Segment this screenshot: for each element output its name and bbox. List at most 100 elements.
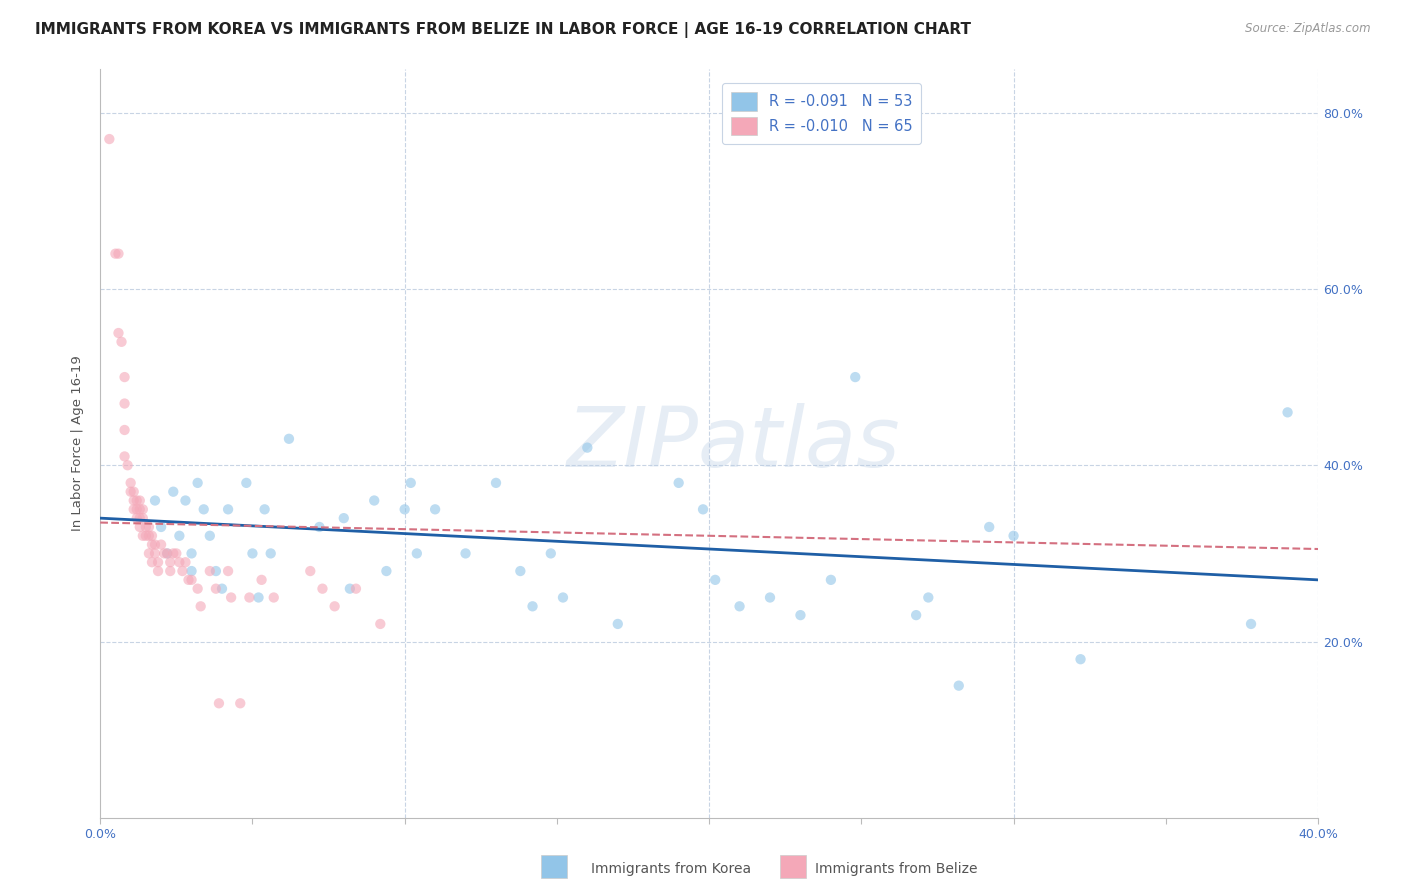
- Point: [114, 396, 136, 410]
- Point: [198, 529, 221, 543]
- Point: [122, 502, 145, 516]
- Point: [454, 546, 477, 560]
- Point: [1002, 529, 1025, 543]
- Point: [205, 582, 228, 596]
- Point: [120, 475, 142, 490]
- Point: [363, 493, 385, 508]
- Point: [1070, 652, 1092, 666]
- Point: [979, 520, 1001, 534]
- Point: [117, 458, 139, 473]
- Point: [423, 502, 446, 516]
- Point: [141, 555, 163, 569]
- Point: [132, 511, 155, 525]
- Point: [169, 555, 191, 569]
- Point: [540, 546, 562, 560]
- Point: [217, 502, 239, 516]
- Point: [114, 423, 136, 437]
- Point: [917, 591, 939, 605]
- Point: [308, 520, 330, 534]
- Point: [162, 546, 184, 560]
- Point: [509, 564, 531, 578]
- Point: [260, 546, 283, 560]
- Point: [180, 573, 202, 587]
- Text: Immigrants from Belize: Immigrants from Belize: [815, 862, 979, 876]
- Point: [150, 538, 173, 552]
- Point: [146, 555, 169, 569]
- Point: [789, 608, 811, 623]
- Point: [551, 591, 574, 605]
- Point: [125, 493, 148, 508]
- Point: [242, 546, 264, 560]
- Point: [728, 599, 751, 614]
- Y-axis label: In Labor Force | Age 16-19: In Labor Force | Age 16-19: [72, 355, 84, 531]
- Point: [375, 564, 398, 578]
- Point: [368, 616, 391, 631]
- Point: [104, 246, 127, 260]
- Point: [174, 555, 197, 569]
- Point: [485, 475, 508, 490]
- Point: [180, 546, 202, 560]
- Point: [394, 502, 416, 516]
- Point: [692, 502, 714, 516]
- Point: [128, 520, 150, 534]
- Point: [169, 529, 191, 543]
- Point: [122, 493, 145, 508]
- Point: [156, 546, 179, 560]
- Point: [844, 370, 866, 384]
- Point: [187, 475, 209, 490]
- Point: [141, 529, 163, 543]
- Point: [180, 564, 202, 578]
- Point: [668, 475, 690, 490]
- Point: [311, 582, 333, 596]
- Point: [159, 555, 181, 569]
- Point: [253, 502, 276, 516]
- Text: Source: ZipAtlas.com: Source: ZipAtlas.com: [1246, 22, 1371, 36]
- Point: [132, 502, 155, 516]
- Point: [339, 582, 361, 596]
- Point: [323, 599, 346, 614]
- Point: [405, 546, 427, 560]
- Point: [820, 573, 842, 587]
- Point: [114, 370, 136, 384]
- Point: [114, 450, 136, 464]
- Point: [522, 599, 544, 614]
- Point: [128, 511, 150, 525]
- Text: ZIPatlas: ZIPatlas: [567, 402, 900, 483]
- Point: [98, 132, 121, 146]
- Point: [143, 546, 166, 560]
- Point: [141, 538, 163, 552]
- Point: [219, 591, 242, 605]
- Point: [576, 441, 599, 455]
- Point: [138, 529, 160, 543]
- Point: [128, 502, 150, 516]
- Point: [205, 564, 228, 578]
- Point: [238, 591, 260, 605]
- Point: [122, 484, 145, 499]
- Point: [132, 529, 155, 543]
- Point: [399, 475, 422, 490]
- Point: [135, 529, 157, 543]
- Point: [193, 502, 215, 516]
- Point: [247, 591, 270, 605]
- Point: [217, 564, 239, 578]
- Point: [190, 599, 212, 614]
- Text: IMMIGRANTS FROM KOREA VS IMMIGRANTS FROM BELIZE IN LABOR FORCE | AGE 16-19 CORRE: IMMIGRANTS FROM KOREA VS IMMIGRANTS FROM…: [35, 22, 972, 38]
- Point: [606, 616, 628, 631]
- Point: [150, 520, 173, 534]
- Text: Immigrants from Korea: Immigrants from Korea: [591, 862, 751, 876]
- Point: [948, 679, 970, 693]
- Point: [138, 520, 160, 534]
- Point: [120, 484, 142, 499]
- Point: [143, 493, 166, 508]
- Point: [156, 546, 179, 560]
- Point: [125, 511, 148, 525]
- Point: [1240, 616, 1263, 631]
- Point: [198, 564, 221, 578]
- Point: [146, 564, 169, 578]
- Legend: R = -0.091   N = 53, R = -0.010   N = 65: R = -0.091 N = 53, R = -0.010 N = 65: [723, 83, 921, 145]
- Point: [165, 546, 187, 560]
- Point: [177, 573, 200, 587]
- Point: [138, 546, 160, 560]
- Point: [174, 493, 197, 508]
- Point: [208, 696, 231, 710]
